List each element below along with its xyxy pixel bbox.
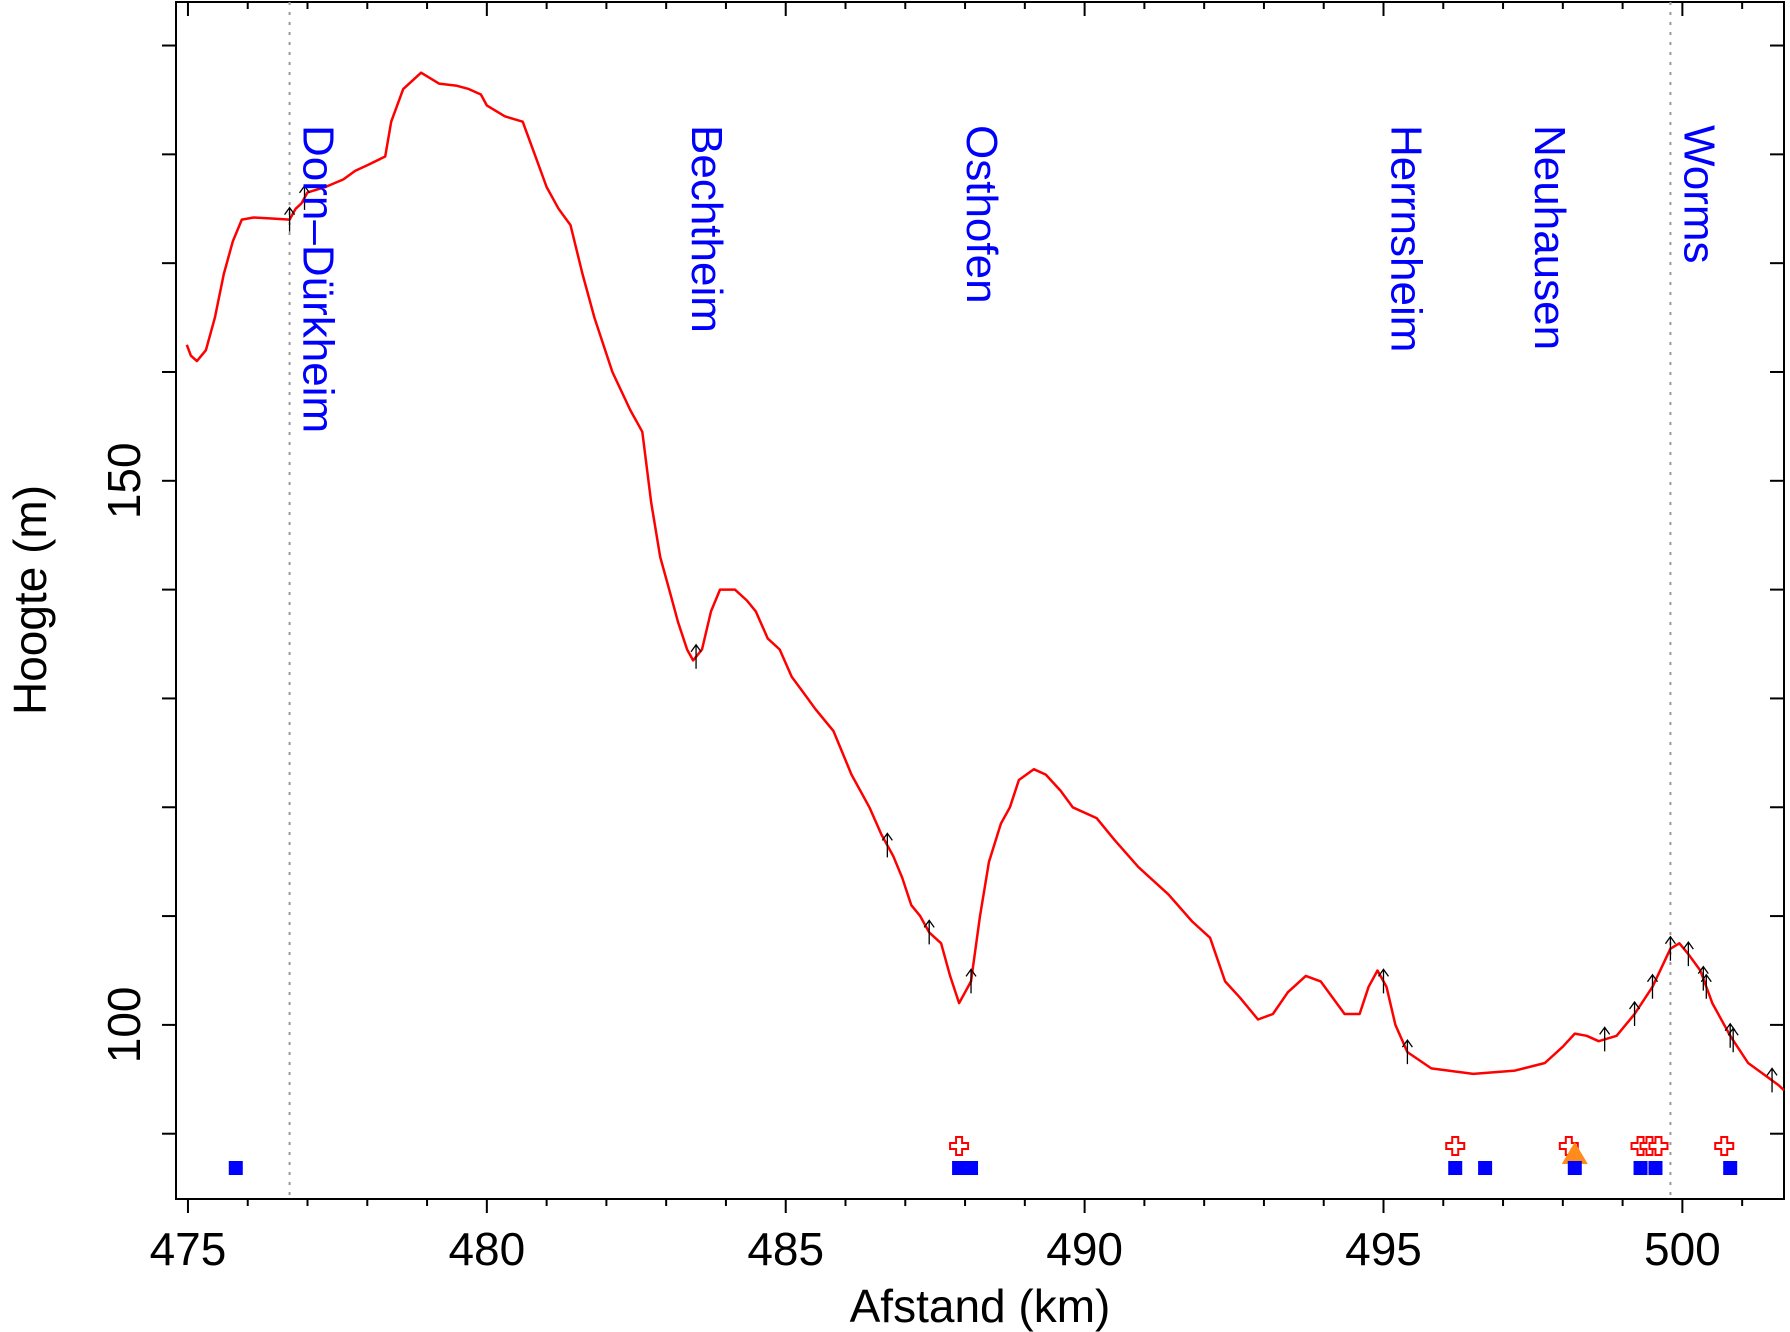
red-cross-marker	[1648, 1136, 1669, 1156]
elevation-profile-line	[185, 71, 1785, 1092]
x-tick-label: 480	[448, 1223, 525, 1275]
arrow-marker	[965, 968, 977, 994]
orange-triangle-marker	[1561, 1142, 1588, 1164]
blue-square-marker	[1448, 1161, 1463, 1175]
blue-square-marker	[964, 1161, 979, 1175]
station-label: Herrnsheim	[1382, 125, 1431, 352]
station-label: Bechtheim	[682, 125, 731, 333]
x-tick-label: 485	[747, 1223, 824, 1275]
arrow-marker	[1629, 1000, 1641, 1027]
arrow-marker	[1646, 973, 1659, 999]
plot-frame	[175, 1, 1785, 1200]
arrow-marker	[1377, 968, 1390, 994]
x-tick-label: 500	[1644, 1223, 1721, 1275]
station-label: Osthofen	[957, 125, 1006, 304]
y-axis-label: Hoogte (m)	[4, 485, 56, 715]
red-cross-marker	[1714, 1136, 1735, 1156]
arrow-marker	[298, 184, 311, 210]
arrow-marker	[1727, 1027, 1739, 1053]
station-label: Neuhausen	[1525, 125, 1574, 350]
arrow-marker	[1599, 1026, 1611, 1052]
red-cross-marker	[1445, 1136, 1466, 1156]
station-labels: Dorn–Dürkheim Bechtheim Osthofen Herrnsheim…	[294, 125, 1724, 433]
blue-square-marker	[1723, 1161, 1738, 1175]
arrow-marker	[1682, 941, 1694, 967]
arrow-marker	[1664, 935, 1676, 961]
x-axis-label: Afstand (km)	[850, 1280, 1111, 1332]
arrow-marker	[284, 206, 296, 232]
arrow-marker	[690, 643, 702, 669]
markers	[228, 184, 1778, 1175]
x-tick-label: 495	[1345, 1223, 1422, 1275]
blue-square-marker	[1478, 1161, 1493, 1175]
y-tick-label: 150	[98, 442, 150, 519]
x-axis: 475 480 485 490 495 500	[150, 2, 1744, 1275]
blue-square-marker	[952, 1161, 967, 1175]
blue-square-marker	[228, 1161, 243, 1175]
red-cross-marker	[949, 1136, 970, 1156]
station-label: Worms	[1674, 125, 1723, 264]
blue-square-marker	[1633, 1161, 1648, 1175]
arrow-marker	[881, 832, 893, 858]
arrow-marker	[1700, 973, 1712, 999]
blue-square-marker	[1648, 1161, 1663, 1175]
x-tick-label: 475	[150, 1223, 227, 1275]
arrow-marker	[923, 919, 935, 945]
arrow-marker	[1401, 1038, 1413, 1065]
station-label: Dorn–Dürkheim	[294, 125, 343, 433]
x-tick-label: 490	[1046, 1223, 1123, 1275]
y-axis: 100 150	[98, 44, 1784, 1135]
blue-square-marker	[1567, 1161, 1582, 1175]
arrow-marker	[1766, 1067, 1778, 1093]
y-tick-label: 100	[98, 987, 150, 1064]
